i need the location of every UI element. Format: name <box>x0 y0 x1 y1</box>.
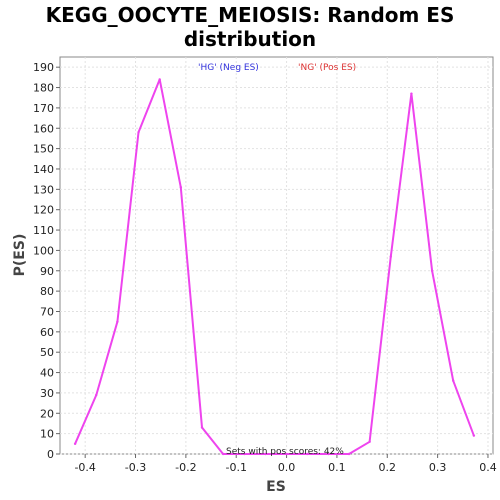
y-tick-label: 110 <box>33 224 54 237</box>
data-point <box>368 440 371 443</box>
data-point <box>389 255 392 258</box>
chart-title-line-1: KEGG_OOCYTE_MEIOSIS: Random ES <box>46 3 455 27</box>
x-tick-label: 0.4 <box>479 461 497 474</box>
data-point <box>472 434 476 437</box>
legend-neg-label: 'HG' (Neg ES) <box>198 63 259 73</box>
y-tick-label: 170 <box>33 102 54 115</box>
y-tick-label: 70 <box>40 305 54 318</box>
data-point <box>137 131 140 134</box>
x-tick-label: 0.3 <box>429 461 447 474</box>
x-tick-label: 0.1 <box>328 461 346 474</box>
ticks: 0 10 20 30 40 50 60 70 80 90 100 110 120 130 140 150 160… <box>33 61 497 474</box>
y-tick-label: 100 <box>33 244 54 257</box>
y-tick-label: 180 <box>33 82 54 95</box>
y-tick-label: 30 <box>40 387 54 400</box>
x-tick-label: -0.2 <box>175 461 196 474</box>
plot-area <box>59 56 494 455</box>
x-tick-label: 0.2 <box>379 461 397 474</box>
series <box>73 78 476 456</box>
data-point <box>221 452 225 456</box>
data-point <box>95 393 98 397</box>
y-tick-label: 60 <box>40 326 54 339</box>
data-point <box>410 92 413 95</box>
y-tick-label: 120 <box>33 204 54 217</box>
data-point <box>452 379 455 382</box>
data-point <box>73 442 77 446</box>
y-tick-label: 130 <box>33 183 54 196</box>
y-tick-label: 190 <box>33 61 54 74</box>
y-tick-label: 10 <box>40 428 54 441</box>
data-point <box>179 186 183 189</box>
data-point <box>306 452 309 456</box>
data-point <box>116 320 119 323</box>
pos-scores-annotation: Sets with pos scores: 42% <box>226 447 344 457</box>
data-point <box>347 452 351 456</box>
y-tick-label: 40 <box>40 367 54 380</box>
x-axis-label: ES <box>266 479 286 495</box>
y-tick-label: 90 <box>40 265 54 278</box>
y-axis-label: P(ES) <box>12 234 28 277</box>
series-line-0 <box>74 78 475 455</box>
data-point <box>327 452 330 456</box>
y-tick-label: 150 <box>33 143 54 156</box>
y-tick-label: 50 <box>40 346 54 359</box>
chart-title-line-2: distribution <box>184 27 316 51</box>
y-tick-label: 160 <box>33 122 54 135</box>
x-tick-label: -0.4 <box>74 461 95 474</box>
legend-pos-label: 'NG' (Pos ES) <box>298 63 356 73</box>
data-point <box>430 269 434 272</box>
y-tick-label: 80 <box>40 285 54 298</box>
data-point <box>158 78 161 81</box>
data-point <box>285 452 288 456</box>
data-point <box>264 452 267 456</box>
y-tick-label: 20 <box>40 407 54 420</box>
y-tick-label: 140 <box>33 163 54 176</box>
y-tick-label: 0 <box>47 448 54 461</box>
data-point <box>200 426 204 429</box>
x-tick-label: -0.1 <box>225 461 246 474</box>
x-tick-label: 0.0 <box>278 461 296 474</box>
x-tick-label: -0.3 <box>125 461 146 474</box>
data-point <box>243 452 246 456</box>
